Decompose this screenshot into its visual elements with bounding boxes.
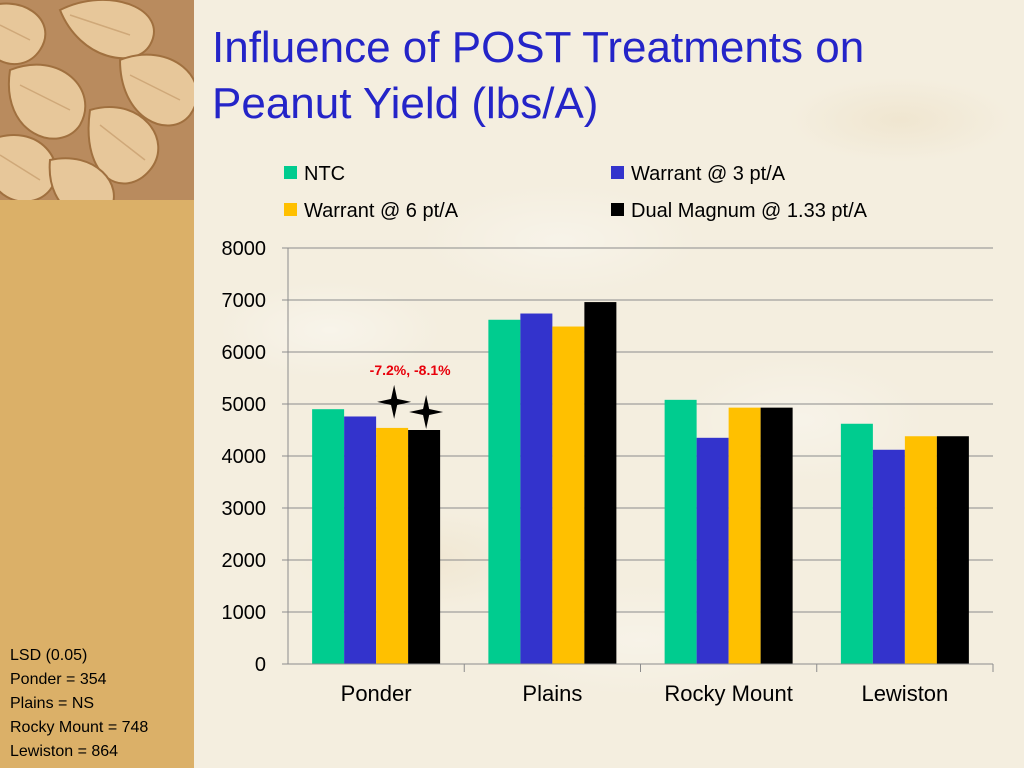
legend-swatch	[611, 166, 624, 179]
slide-title: Influence of POST Treatments on Peanut Y…	[212, 20, 1002, 132]
legend-label: Warrant @ 3 pt/A	[631, 163, 786, 185]
lsd-line: Plains = NS	[10, 695, 95, 712]
bar	[344, 416, 377, 664]
y-tick-label: 1000	[222, 602, 267, 624]
bar	[584, 302, 617, 664]
bar	[664, 399, 697, 664]
y-tick-label: 2000	[222, 550, 267, 572]
legend-swatch	[284, 166, 297, 179]
y-tick-label: 8000	[222, 238, 267, 260]
peanut-illustration	[0, 0, 194, 200]
y-tick-label: 3000	[222, 498, 267, 520]
lsd-notes: LSD (0.05) Ponder = 354 Plains = NS Rock…	[10, 644, 148, 764]
bar	[312, 409, 345, 664]
legend-label: Dual Magnum @ 1.33 pt/A	[631, 200, 868, 222]
bar	[760, 407, 793, 664]
y-tick-label: 0	[255, 654, 266, 676]
x-tick-label: Lewiston	[861, 681, 948, 706]
x-tick-label: Rocky Mount	[664, 681, 792, 706]
legend-label: Warrant @ 6 pt/A	[304, 200, 459, 222]
y-tick-label: 7000	[222, 290, 267, 312]
lsd-line: Lewiston = 864	[10, 743, 119, 760]
title-line-1: Influence of POST Treatments on	[212, 23, 865, 72]
annotation-label: -7.2%, -8.1%	[370, 362, 451, 378]
bar	[872, 449, 905, 664]
lsd-line: Rocky Mount = 748	[10, 719, 149, 736]
legend: NTC Warrant @ 3 pt/A Warrant @ 6 pt/A Dual …	[284, 163, 868, 222]
significance-star-icon	[409, 395, 444, 429]
bars	[312, 302, 969, 664]
bar	[376, 427, 409, 664]
bar	[840, 423, 873, 664]
legend-swatch	[284, 203, 297, 216]
bar	[488, 319, 521, 664]
annotation: -7.2%, -8.1%	[370, 362, 451, 429]
y-tick-label: 6000	[222, 342, 267, 364]
axes: 0 1000 2000 3000 4000 5000 6000 7000 8000 Ponder P…	[222, 238, 994, 706]
y-tick-label: 5000	[222, 394, 267, 416]
lsd-line: Ponder = 354	[10, 671, 107, 688]
significance-star-icon	[377, 384, 412, 419]
bar	[552, 326, 585, 664]
left-sidebar-strip	[0, 200, 194, 768]
bar	[696, 437, 729, 664]
y-tick-label: 4000	[222, 446, 267, 468]
bar	[728, 407, 761, 664]
title-line-2: Peanut Yield (lbs/A)	[212, 79, 599, 128]
peanut-photo	[0, 0, 194, 200]
bar	[520, 313, 553, 664]
x-tick-label: Plains	[522, 681, 582, 706]
x-tick-label: Ponder	[341, 681, 412, 706]
legend-swatch	[611, 203, 624, 216]
bar	[408, 430, 441, 664]
bar	[904, 436, 937, 664]
bar	[936, 436, 969, 664]
lsd-line: LSD (0.05)	[10, 647, 88, 664]
legend-label: NTC	[304, 163, 345, 185]
